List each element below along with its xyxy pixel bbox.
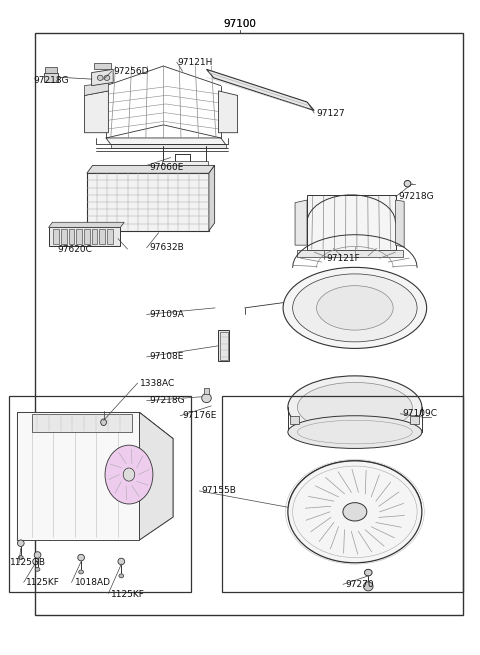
Bar (9, 396, 191, 592)
Ellipse shape (288, 376, 422, 439)
Polygon shape (92, 69, 113, 86)
Text: 97270: 97270 (345, 580, 374, 589)
Ellipse shape (364, 569, 372, 576)
Bar (35, 33, 463, 615)
Bar (410, 417, 419, 424)
Bar (84, 229, 90, 244)
Bar (53, 229, 59, 244)
Polygon shape (87, 166, 215, 174)
Text: 97109C: 97109C (403, 409, 438, 419)
Polygon shape (295, 200, 307, 245)
Text: 97620C: 97620C (57, 244, 92, 253)
Text: 97155B: 97155B (202, 487, 237, 495)
Ellipse shape (283, 267, 427, 348)
Bar (107, 229, 113, 244)
Polygon shape (209, 166, 215, 231)
Polygon shape (84, 91, 108, 133)
Ellipse shape (18, 555, 23, 559)
Text: 97060E: 97060E (149, 163, 183, 172)
Bar (290, 417, 299, 424)
Ellipse shape (78, 554, 84, 561)
Polygon shape (204, 388, 209, 394)
Text: 1125KF: 1125KF (111, 590, 144, 599)
Bar (162, 161, 208, 171)
Polygon shape (44, 73, 58, 82)
Bar (32, 414, 132, 432)
Ellipse shape (35, 567, 40, 571)
Ellipse shape (343, 502, 367, 521)
Ellipse shape (17, 540, 24, 546)
Text: 97218G: 97218G (149, 396, 185, 405)
Bar (87, 174, 209, 231)
Polygon shape (48, 222, 124, 227)
Bar (99, 229, 105, 244)
Ellipse shape (293, 274, 417, 342)
Bar (92, 229, 97, 244)
Bar (218, 330, 229, 362)
Text: 1338AC: 1338AC (140, 379, 175, 388)
Polygon shape (84, 83, 108, 96)
Ellipse shape (288, 416, 422, 449)
Ellipse shape (123, 468, 135, 481)
Text: 97127: 97127 (317, 109, 345, 118)
Ellipse shape (104, 75, 110, 81)
Polygon shape (17, 413, 173, 439)
Polygon shape (307, 195, 396, 250)
Text: 97218G: 97218G (398, 193, 433, 201)
Ellipse shape (105, 445, 153, 504)
Ellipse shape (404, 180, 411, 187)
Text: 97256D: 97256D (113, 67, 149, 76)
Text: 97632B: 97632B (149, 243, 184, 252)
Polygon shape (218, 91, 238, 133)
Ellipse shape (363, 582, 373, 591)
Bar (76, 229, 82, 244)
Text: 97121F: 97121F (326, 254, 360, 263)
Ellipse shape (101, 419, 107, 426)
Ellipse shape (79, 570, 84, 574)
Bar (61, 229, 67, 244)
Bar (222, 396, 463, 592)
Ellipse shape (97, 75, 103, 81)
Polygon shape (106, 138, 226, 145)
Text: 97218G: 97218G (33, 76, 69, 85)
Text: 97176E: 97176E (182, 411, 217, 421)
Bar (69, 229, 74, 244)
Polygon shape (206, 69, 314, 111)
Text: 97109A: 97109A (149, 310, 184, 319)
Polygon shape (140, 413, 173, 540)
Ellipse shape (288, 461, 422, 563)
Polygon shape (94, 63, 111, 69)
Ellipse shape (118, 558, 125, 565)
Polygon shape (45, 67, 57, 73)
Bar (220, 332, 228, 360)
Polygon shape (17, 413, 140, 540)
Text: 97100: 97100 (224, 19, 256, 29)
Bar (48, 227, 120, 246)
Ellipse shape (298, 383, 412, 432)
Ellipse shape (119, 574, 124, 578)
Polygon shape (111, 145, 226, 148)
Text: 1125KF: 1125KF (25, 578, 60, 587)
Text: 97108E: 97108E (149, 352, 183, 362)
Text: 1125GB: 1125GB (10, 558, 46, 567)
Ellipse shape (317, 286, 393, 330)
Text: 1018AD: 1018AD (75, 578, 111, 587)
Ellipse shape (202, 394, 211, 403)
Ellipse shape (34, 552, 41, 558)
Text: 97121H: 97121H (178, 58, 213, 67)
Text: 97100: 97100 (224, 19, 256, 29)
Polygon shape (298, 250, 403, 257)
Polygon shape (396, 200, 404, 247)
